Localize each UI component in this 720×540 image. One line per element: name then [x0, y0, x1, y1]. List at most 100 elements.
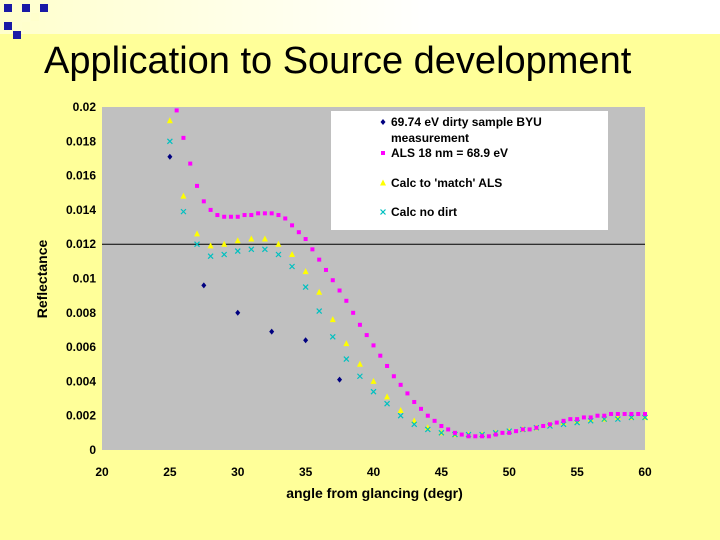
byu-data-point [337, 376, 343, 383]
als-data-point [561, 418, 566, 423]
als-data-point [419, 406, 424, 411]
calc-match-data-point [221, 240, 228, 247]
als-data-point [208, 207, 213, 212]
calc-no-dirt-data-point [329, 333, 336, 340]
als-data-point [391, 374, 396, 379]
als-data-point [554, 420, 559, 425]
als-data-point [636, 411, 641, 416]
y-tick-label: 0.008 [66, 306, 96, 320]
calc-match-data-point [343, 340, 350, 347]
als-data-point [412, 399, 417, 404]
als-data-point [344, 298, 349, 303]
als-data-point [351, 310, 356, 315]
als-data-point [405, 391, 410, 396]
calc-no-dirt-data-point [343, 356, 350, 363]
als-data-point [364, 333, 369, 338]
x-tick-label: 50 [503, 465, 517, 479]
als-data-point [581, 415, 586, 420]
calc-no-dirt-data-point [357, 373, 363, 380]
als-data-point [486, 434, 491, 439]
legend-label-calc-no-dirt: Calc no dirt [391, 205, 457, 219]
decor-square [31, 13, 39, 21]
y-tick-label: 0.02 [73, 100, 97, 114]
als-data-point [269, 211, 274, 216]
byu-data-point [201, 282, 207, 289]
calc-match-data-point [370, 377, 377, 384]
als-data-point [174, 108, 179, 113]
als-data-point [371, 343, 376, 348]
calc-match-data-point [207, 242, 214, 249]
als-data-point [330, 278, 335, 283]
als-data-point [228, 214, 233, 219]
y-tick-label: 0.01 [73, 272, 97, 286]
legend-label-als: ALS 18 nm = 68.9 eV [391, 146, 508, 160]
calc-no-dirt-data-point [316, 308, 323, 315]
als-data-point [446, 427, 451, 432]
als-data-point [425, 413, 430, 418]
als-data-point [201, 199, 206, 204]
als-data-point [296, 230, 301, 235]
als-data-point [459, 432, 464, 437]
byu-data-point [303, 337, 309, 344]
als-data-point [323, 267, 328, 272]
calc-match-data-point [166, 117, 173, 124]
legend-label-byu-line1: 69.74 eV dirty sample BYU [391, 115, 542, 129]
decor-square [13, 31, 21, 39]
calc-match-data-point [180, 192, 187, 199]
x-tick-label: 40 [367, 465, 381, 479]
calc-match-data-point [248, 235, 255, 242]
calc-no-dirt-data-point [289, 263, 295, 270]
legend-marker [380, 209, 386, 215]
als-data-point [303, 237, 308, 242]
x-tick-label: 35 [299, 465, 313, 479]
decor-square [40, 4, 48, 12]
y-tick-label: 0.014 [66, 203, 96, 217]
als-data-point [547, 422, 552, 427]
als-data-point [622, 411, 627, 416]
calc-no-dirt-data-point [166, 138, 173, 145]
y-tick-label: 0.016 [66, 169, 96, 183]
calc-no-dirt-data-point [397, 412, 404, 419]
als-data-point [398, 382, 403, 387]
als-data-point [337, 288, 342, 293]
calc-match-data-point [356, 360, 363, 367]
als-data-point [242, 213, 247, 218]
slide-top-bar [0, 0, 720, 34]
series-byu [167, 153, 343, 383]
als-data-point [385, 363, 390, 368]
calc-no-dirt-data-point [221, 251, 228, 258]
als-data-point [507, 430, 512, 435]
x-tick-label: 60 [638, 465, 652, 479]
als-data-point [283, 216, 288, 221]
slide-title: Application to Source development [44, 40, 632, 82]
y-tick-label: 0.006 [66, 340, 96, 354]
als-data-point [500, 430, 505, 435]
calc-no-dirt-data-point [302, 284, 309, 290]
legend-label-calc-match: Calc to 'match' ALS [391, 176, 502, 190]
decor-square [22, 22, 30, 30]
als-data-point [378, 353, 383, 358]
als-data-point [439, 423, 444, 428]
byu-data-point [167, 153, 173, 160]
als-data-point [181, 135, 186, 140]
calc-no-dirt-data-point [248, 246, 255, 253]
decor-square [4, 22, 12, 30]
als-data-point [520, 427, 525, 432]
als-data-point [432, 418, 437, 423]
als-data-point [262, 211, 267, 216]
y-tick-labels: 0 0.002 0.004 0.006 0.008 0.01 0.012 0.014 0.016… [66, 100, 96, 457]
als-data-point [215, 213, 220, 218]
als-data-point [602, 413, 607, 418]
x-tick-label: 55 [570, 465, 584, 479]
calc-match-data-point [289, 250, 296, 257]
calc-match-data-point [411, 417, 418, 424]
calc-no-dirt-data-point [424, 426, 431, 433]
calc-match-data-point [329, 316, 336, 323]
als-data-point [195, 183, 200, 188]
calc-match-data-point [194, 230, 201, 237]
als-data-point [473, 434, 478, 439]
y-tick-label: 0 [89, 443, 96, 457]
byu-data-point [269, 328, 275, 335]
y-tick-label: 0.002 [66, 409, 96, 423]
